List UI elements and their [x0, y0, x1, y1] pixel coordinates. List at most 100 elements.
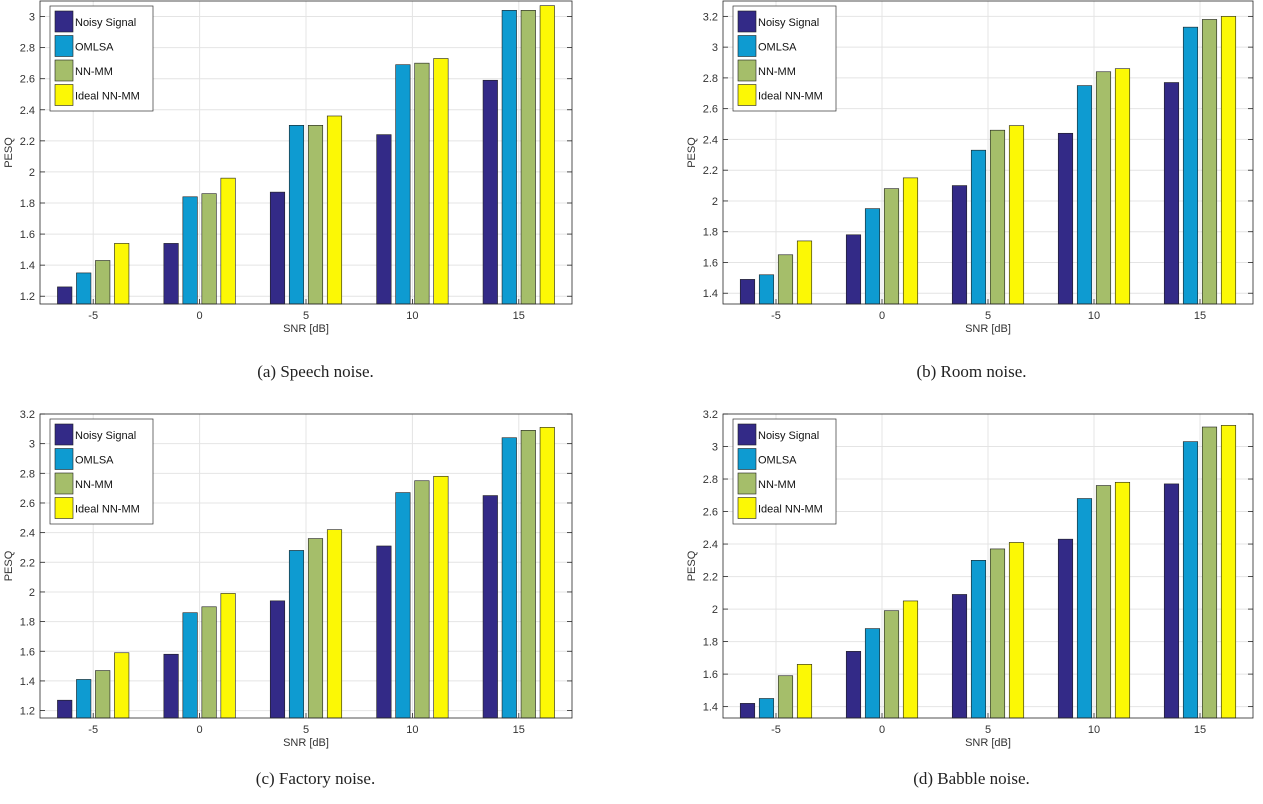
legend-label: Ideal NN-MM: [75, 504, 140, 516]
bar-ideal-nn-mm-15: [1220, 16, 1237, 305]
x-tick-label: 5: [303, 310, 309, 322]
x-tick-label: 10: [406, 310, 418, 322]
y-axis-label: PESQ: [3, 550, 15, 581]
bar-noisy-signal-5: [269, 600, 286, 719]
legend-label: OMLSA: [758, 42, 797, 54]
bar-nn-mm-15: [520, 10, 536, 305]
legend: Noisy Signal OMLSA NN-MM Ideal NN-MM: [732, 418, 837, 525]
bar-nn-mm-10: [414, 62, 430, 305]
legend-swatch: [737, 59, 757, 82]
y-tick-label: 2.2: [20, 557, 35, 569]
bar-omlsa--5: [76, 272, 92, 305]
y-tick-label: 3: [712, 42, 718, 54]
legend-swatch: [737, 10, 757, 33]
bar-noisy-signal-0: [845, 651, 862, 719]
legend-label: OMLSA: [758, 455, 797, 467]
y-axis-label: PESQ: [686, 550, 698, 581]
y-tick-label: 1.2: [20, 291, 35, 303]
bar-nn-mm-0: [201, 606, 217, 719]
bar-ideal-nn-mm-15: [539, 5, 555, 305]
legend-swatch: [54, 423, 74, 446]
bar-omlsa-10: [1076, 85, 1093, 305]
legend-label: Noisy Signal: [75, 17, 136, 29]
y-tick-label: 2: [712, 196, 718, 208]
bar-ideal-nn-mm-0: [220, 177, 236, 305]
bar-nn-mm--5: [95, 670, 111, 719]
bar-omlsa-0: [864, 628, 881, 719]
y-tick-label: 2: [712, 604, 718, 616]
legend-label: NN-MM: [758, 479, 796, 491]
bar-nn-mm-10: [414, 480, 430, 719]
caption-d: (d) Babble noise.: [913, 769, 1030, 788]
y-tick-label: 1.6: [20, 229, 35, 241]
bars: [57, 427, 555, 719]
bar-ideal-nn-mm-0: [220, 593, 236, 719]
ticks: 1.2 1.4 1.6 1.8 2 2.2 2.4 2.6 2.8 3 3.2 -5 0 5 10 15: [20, 409, 572, 736]
pesq-bar-chart-d: 1.4 1.6 1.8 2 2.2 2.4 2.6 2.8 3 3.2 -5 0 5 10 15 SNR [d…: [686, 409, 1254, 749]
bar-ideal-nn-mm-10: [433, 58, 449, 305]
bar-ideal-nn-mm-15: [1220, 425, 1237, 719]
y-tick-label: 3.2: [703, 11, 718, 23]
y-tick-label: 2: [29, 167, 35, 179]
legend-swatch: [54, 84, 74, 106]
bar-nn-mm-15: [520, 430, 536, 719]
ticks: 1.2 1.4 1.6 1.8 2 2.2 2.4 2.6 2.8 3 -5 0 5 10 15: [20, 12, 572, 322]
x-tick-label: -5: [88, 310, 98, 322]
bar-nn-mm-5: [989, 548, 1006, 719]
bar-noisy-signal-15: [1163, 82, 1180, 305]
y-tick-label: 1.6: [703, 669, 718, 681]
y-tick-label: 1.4: [20, 676, 35, 688]
legend-swatch: [737, 423, 757, 446]
x-tick-label: -5: [771, 310, 781, 322]
y-tick-label: 3: [29, 12, 35, 24]
legend-label: NN-MM: [75, 479, 113, 491]
bar-omlsa-15: [1182, 441, 1199, 719]
y-tick-label: 2.8: [20, 468, 35, 480]
legend-swatch: [737, 35, 757, 57]
x-tick-label: 5: [303, 724, 309, 736]
bar-noisy-signal-0: [163, 243, 179, 305]
y-tick-label: 2.2: [703, 165, 718, 177]
legend: Noisy Signal OMLSA NN-MM Ideal NN-MM: [732, 5, 837, 112]
legend: Noisy Signal OMLSA NN-MM Ideal NN-MM: [49, 418, 154, 525]
bar-noisy-signal-5: [269, 191, 286, 305]
y-tick-label: 2.6: [20, 74, 35, 86]
x-tick-label: 0: [879, 310, 885, 322]
y-tick-label: 2.6: [703, 104, 718, 116]
legend-label: Noisy Signal: [758, 430, 819, 442]
bar-omlsa-0: [864, 208, 881, 305]
bar-ideal-nn-mm--5: [114, 652, 130, 719]
bars: [739, 425, 1237, 719]
y-tick-label: 1.8: [20, 198, 35, 210]
bar-omlsa-10: [1076, 498, 1093, 719]
y-tick-label: 2.6: [703, 507, 718, 519]
x-axis-label: SNR [dB]: [965, 737, 1011, 749]
bar-nn-mm-0: [883, 188, 900, 305]
bar-nn-mm-10: [1095, 485, 1112, 719]
bar-noisy-signal-10: [376, 134, 392, 305]
x-tick-label: 15: [1194, 310, 1206, 322]
legend-swatch: [737, 448, 757, 470]
bar-noisy-signal-5: [951, 185, 968, 305]
bar-omlsa--5: [758, 698, 775, 719]
legend-label: Noisy Signal: [758, 17, 819, 29]
bar-omlsa--5: [758, 274, 775, 305]
legend-label: Noisy Signal: [75, 430, 136, 442]
y-tick-label: 2.6: [20, 498, 35, 510]
bar-nn-mm--5: [95, 260, 111, 305]
x-tick-label: 15: [513, 310, 525, 322]
legend-swatch: [54, 59, 74, 82]
bar-noisy-signal-0: [845, 234, 862, 305]
x-tick-label: 10: [1088, 310, 1100, 322]
y-tick-label: 3.2: [703, 409, 718, 421]
x-tick-label: -5: [771, 724, 781, 736]
bar-nn-mm-15: [1201, 19, 1218, 305]
legend-label: NN-MM: [758, 66, 796, 78]
chart-panel-d: 1.4 1.6 1.8 2 2.2 2.4 2.6 2.8 3 3.2 -5 0 5 10 15 SNR [d…: [680, 405, 1263, 804]
legend-swatch: [54, 10, 74, 33]
y-tick-label: 1.4: [703, 288, 718, 300]
bar-omlsa-0: [182, 612, 198, 719]
bar-omlsa-15: [501, 10, 517, 305]
bar-omlsa-15: [1182, 26, 1199, 305]
bar-noisy-signal-10: [1057, 132, 1074, 305]
